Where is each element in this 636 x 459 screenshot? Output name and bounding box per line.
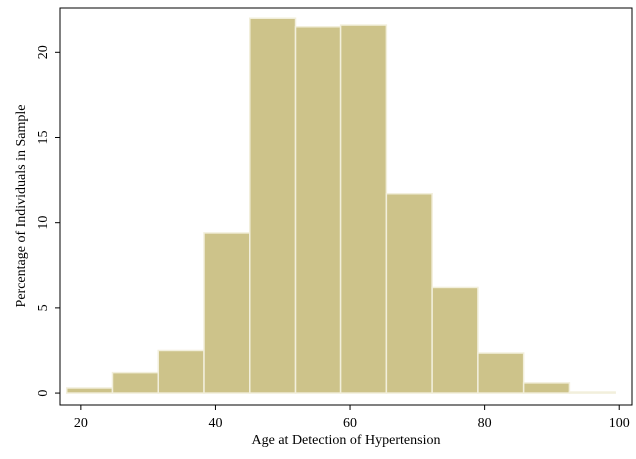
x-axis-label: Age at Detection of Hypertension — [252, 433, 441, 448]
x-tick-label: 60 — [343, 416, 357, 431]
x-tick-label: 20 — [74, 416, 88, 431]
y-axis-label: Percentage of Individuals in Sample — [14, 105, 29, 308]
x-tick-label: 80 — [478, 416, 492, 431]
bar — [339, 24, 388, 394]
bar — [111, 371, 159, 394]
bar — [568, 391, 616, 394]
bar — [294, 25, 342, 394]
bar — [203, 232, 251, 394]
plot-frame — [59, 7, 633, 406]
x-tick-label: 40 — [208, 416, 222, 431]
bar — [385, 192, 433, 394]
bar — [477, 352, 525, 394]
bar — [249, 17, 297, 394]
bar — [65, 387, 114, 394]
y-tick-label: 15 — [36, 130, 51, 144]
bar — [157, 349, 205, 394]
bar — [431, 286, 479, 394]
x-tick-label: 100 — [609, 416, 630, 431]
y-tick-label: 20 — [36, 45, 51, 59]
y-tick-label: 5 — [36, 304, 51, 311]
bar — [522, 382, 571, 394]
y-tick-label: 10 — [36, 216, 51, 230]
y-tick-label: 0 — [36, 390, 51, 397]
